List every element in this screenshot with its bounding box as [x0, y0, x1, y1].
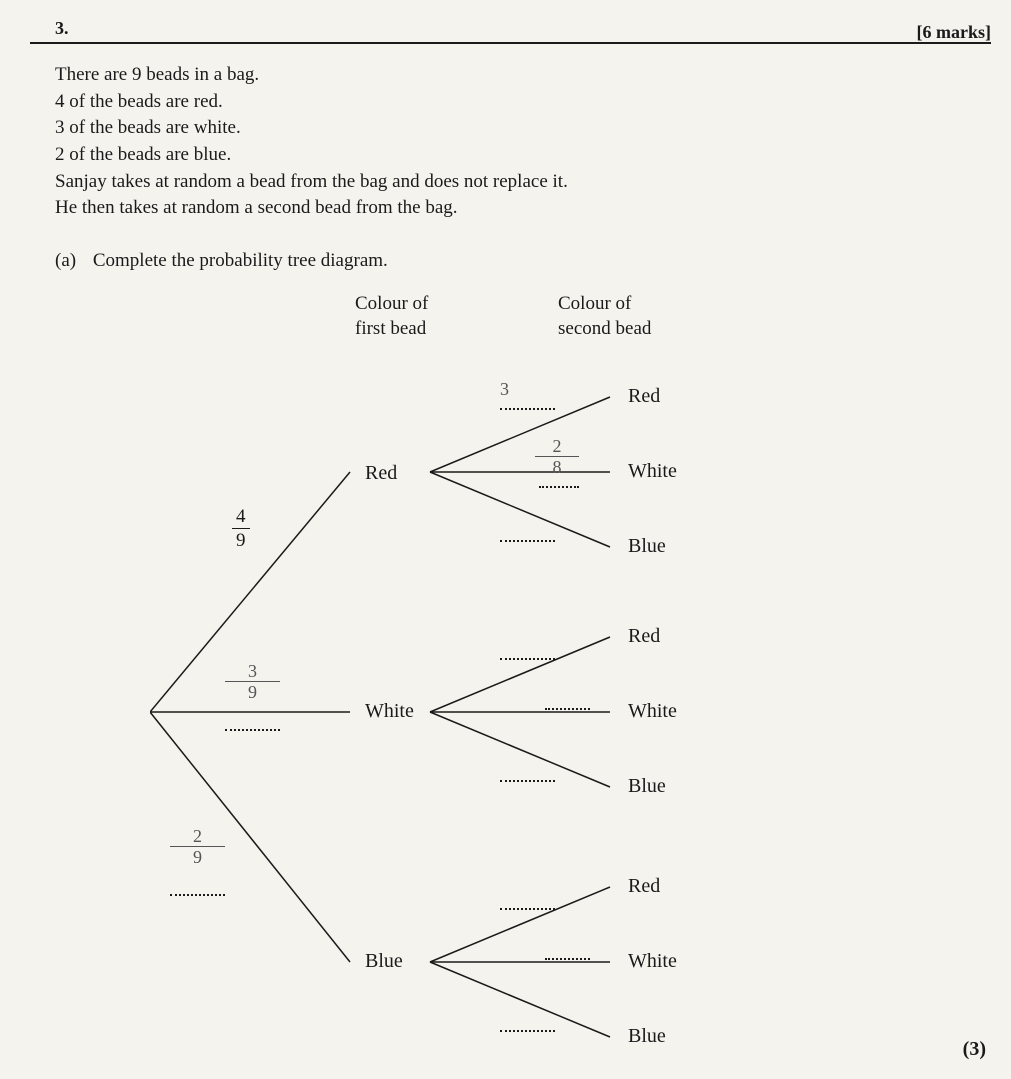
part-a: (a) Complete the probability tree diagra…	[55, 250, 388, 272]
tree-diagram: Colour of first bead Colour of second be…	[150, 292, 910, 1052]
second-label-blue: Blue	[628, 1025, 666, 1048]
answer-blank[interactable]	[545, 708, 590, 710]
prob-blue-first: 2 9	[170, 827, 225, 904]
prob-blank: 3	[500, 380, 555, 418]
exam-page: 3. [6 marks] There are 9 beads in a bag.…	[0, 0, 1011, 1079]
answer-blank[interactable]	[500, 780, 555, 782]
branch-label-white: White	[365, 700, 414, 723]
prob-red-first: 4 9	[232, 507, 250, 551]
intro-line: 3 of the beads are white.	[55, 115, 961, 141]
intro-line: He then takes at random a second bead fr…	[55, 195, 961, 221]
question-intro: There are 9 beads in a bag. 4 of the bea…	[55, 62, 961, 222]
header-rule	[30, 42, 991, 44]
answer-blank[interactable]	[170, 894, 225, 896]
heading-first-bead: Colour of first bead	[355, 292, 428, 341]
intro-line: 2 of the beads are blue.	[55, 142, 961, 168]
branch-label-red: Red	[365, 462, 397, 485]
prob-blank	[545, 950, 590, 968]
prob-blank	[500, 532, 555, 550]
second-label-red: Red	[628, 625, 660, 648]
answer-blank[interactable]	[500, 908, 555, 910]
prob-blank	[500, 772, 555, 790]
answer-blank[interactable]	[545, 958, 590, 960]
branch-label-blue: Blue	[365, 950, 403, 973]
second-label-white: White	[628, 950, 677, 973]
answer-blank[interactable]	[500, 408, 555, 410]
second-label-red: Red	[628, 385, 660, 408]
part-a-label: (a)	[55, 250, 76, 271]
prob-blank	[545, 700, 590, 718]
total-marks: [6 marks]	[917, 22, 992, 43]
prob-blank	[500, 1022, 555, 1040]
intro-line: There are 9 beads in a bag.	[55, 62, 961, 88]
answer-blank[interactable]	[539, 486, 579, 488]
second-label-red: Red	[628, 875, 660, 898]
second-label-white: White	[628, 700, 677, 723]
heading-second-bead: Colour of second bead	[558, 292, 651, 341]
prob-white-first: 3 9	[225, 662, 280, 739]
second-label-blue: Blue	[628, 775, 666, 798]
prob-blank	[500, 650, 555, 668]
answer-blank[interactable]	[500, 1030, 555, 1032]
intro-line: 4 of the beads are red.	[55, 89, 961, 115]
prob-blank	[500, 900, 555, 918]
prob-blank: 2 8	[535, 437, 579, 496]
intro-line: Sanjay takes at random a bead from the b…	[55, 169, 961, 195]
part-a-text: Complete the probability tree diagram.	[93, 250, 388, 271]
answer-blank[interactable]	[500, 658, 555, 660]
part-a-marks: (3)	[963, 1038, 986, 1061]
answer-blank[interactable]	[225, 729, 280, 731]
answer-blank[interactable]	[500, 540, 555, 542]
second-label-white: White	[628, 460, 677, 483]
question-number: 3.	[55, 18, 69, 39]
second-label-blue: Blue	[628, 535, 666, 558]
